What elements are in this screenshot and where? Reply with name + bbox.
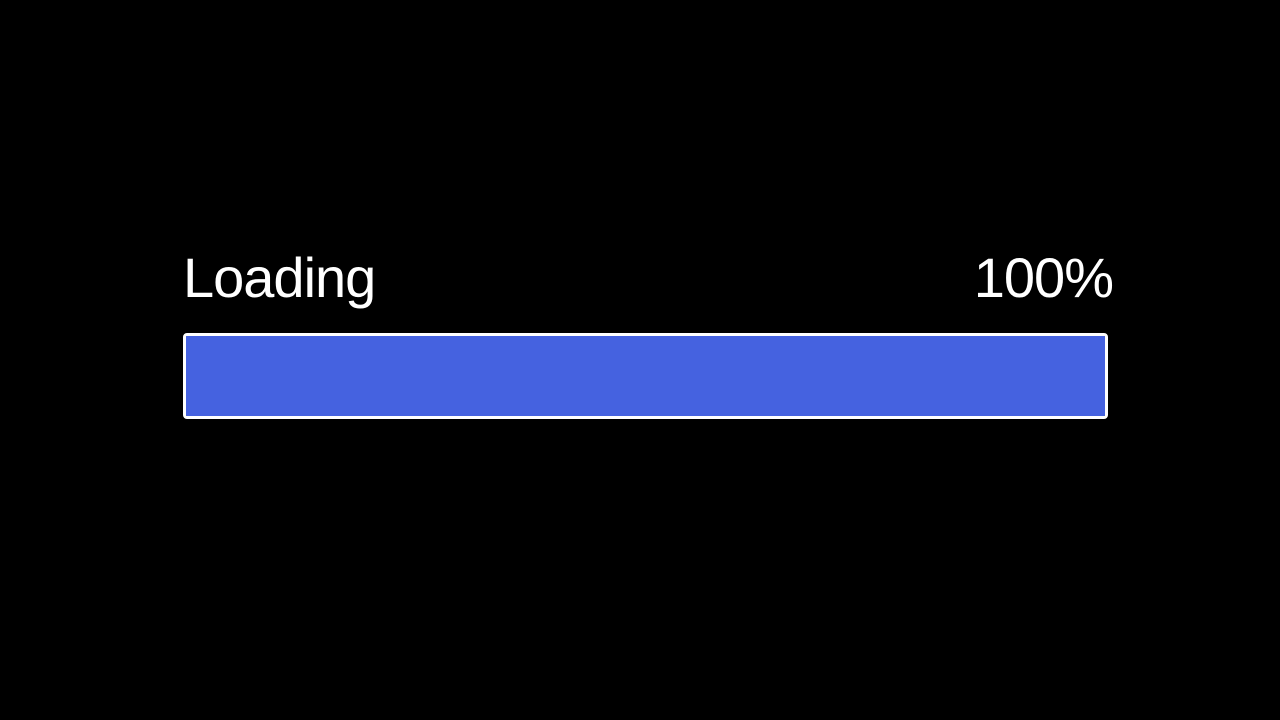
loading-percent: 100% [973, 246, 1114, 309]
progress-bar-fill [186, 336, 1105, 416]
progress-bar [183, 333, 1108, 419]
loading-indicator: Loading 100% [183, 240, 1114, 419]
loading-header: Loading 100% [183, 240, 1114, 320]
loading-label: Loading [183, 246, 376, 309]
